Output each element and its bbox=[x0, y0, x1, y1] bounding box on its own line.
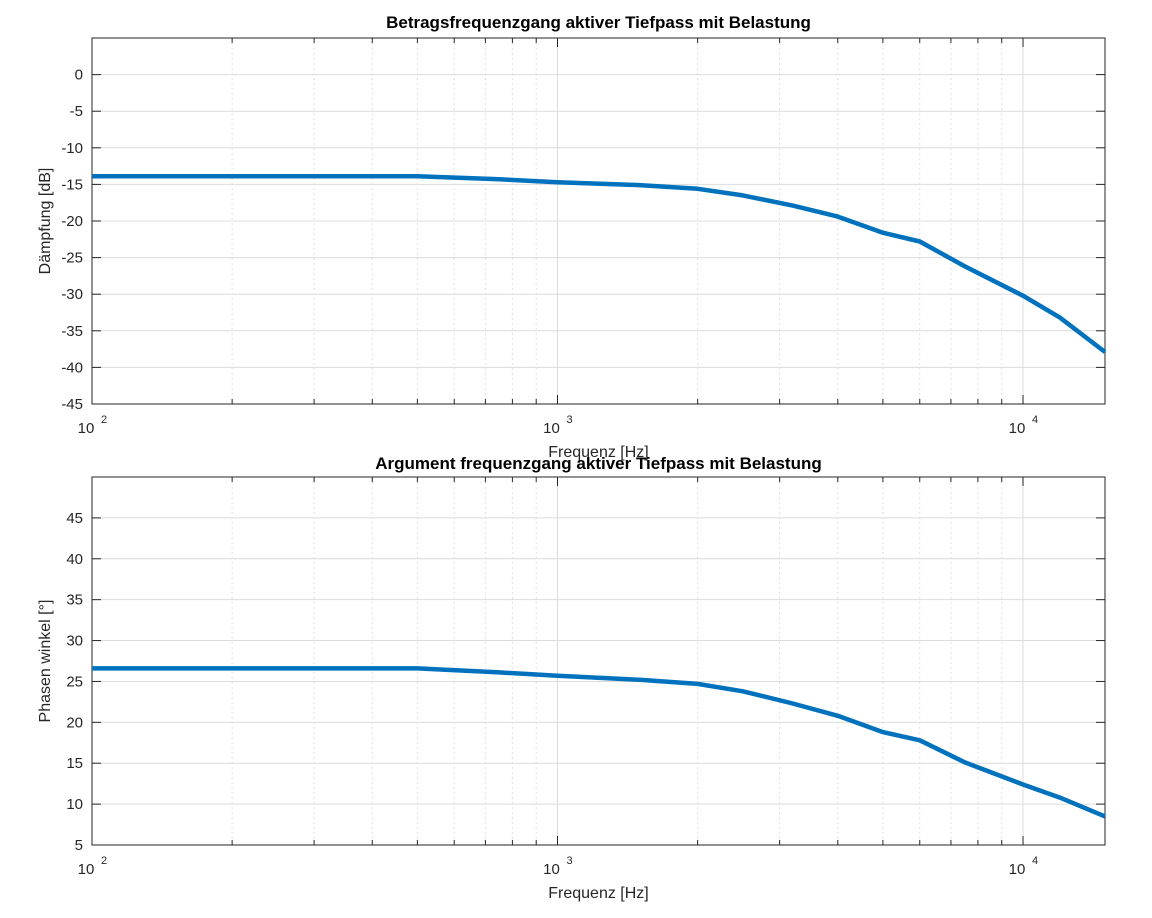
axes-box bbox=[91, 476, 1106, 846]
chart-title: Argument frequenzgang aktiver Tiefpass m… bbox=[375, 454, 822, 473]
x-tick-exponent: 3 bbox=[567, 855, 573, 867]
plot-area bbox=[92, 477, 1105, 845]
y-tick-label: 30 bbox=[66, 633, 83, 650]
x-tick-label: 10 bbox=[78, 861, 95, 878]
y-tick-label: -30 bbox=[61, 286, 83, 303]
y-tick-label: 5 bbox=[75, 837, 83, 854]
y-tick-label: -45 bbox=[61, 396, 83, 413]
y-tick-label: 15 bbox=[66, 755, 83, 772]
y-tick-label: -40 bbox=[61, 359, 83, 376]
minor-grid bbox=[231, 477, 1003, 845]
x-axis-label: Frequenz [Hz] bbox=[548, 885, 648, 902]
x-tick-label: 10 bbox=[78, 420, 95, 437]
x-tick-exponent: 4 bbox=[1032, 414, 1038, 426]
y-tick-label: 0 bbox=[75, 67, 83, 84]
y-tick-label: -10 bbox=[61, 140, 83, 157]
phase-chart: 5 10 15 20 25 30 35 40 45 10 2 10 3 10 4 Argument frequ… bbox=[37, 454, 1106, 902]
x-tick-label: 10 bbox=[543, 861, 560, 878]
y-tick-label: 40 bbox=[66, 551, 83, 568]
y-tick-label: 20 bbox=[66, 714, 83, 731]
y-tick-label: -25 bbox=[61, 250, 83, 267]
y-tick-label: 10 bbox=[66, 796, 83, 813]
x-axis-label: Frequenz [Hz] bbox=[548, 444, 648, 461]
y-tick-label: 45 bbox=[66, 510, 83, 527]
x-tick-exponent: 2 bbox=[101, 414, 107, 426]
y-tick-label: -20 bbox=[61, 213, 83, 230]
axes-box bbox=[91, 37, 1106, 405]
y-tick-label: -15 bbox=[61, 176, 83, 193]
x-tick-label: 10 bbox=[543, 420, 560, 437]
series-line bbox=[92, 666, 1106, 819]
chart-title: Betragsfrequenzgang aktiver Tiefpass mit… bbox=[386, 13, 811, 32]
x-tick-exponent: 2 bbox=[101, 855, 107, 867]
x-tick-exponent: 3 bbox=[567, 414, 573, 426]
magnitude-chart: 0 -5 -10 -15 -20 -25 -30 -35 -40 -45 10 2 10 3 10 4 Betr… bbox=[37, 13, 1107, 461]
y-axis-label: Dämpfung [dB] bbox=[37, 168, 54, 275]
y-axis-label: Phasen winkel [°] bbox=[37, 600, 54, 723]
series-line bbox=[92, 174, 1107, 354]
x-tick-label: 10 bbox=[1009, 420, 1026, 437]
x-tick-label: 10 bbox=[1009, 861, 1026, 878]
x-tick-exponent: 4 bbox=[1032, 855, 1038, 867]
y-tick-label: 25 bbox=[66, 673, 83, 690]
y-tick-label: 35 bbox=[66, 592, 83, 609]
y-tick-label: -5 bbox=[70, 103, 83, 120]
minor-grid bbox=[231, 38, 1003, 404]
y-tick-label: -35 bbox=[61, 323, 83, 340]
